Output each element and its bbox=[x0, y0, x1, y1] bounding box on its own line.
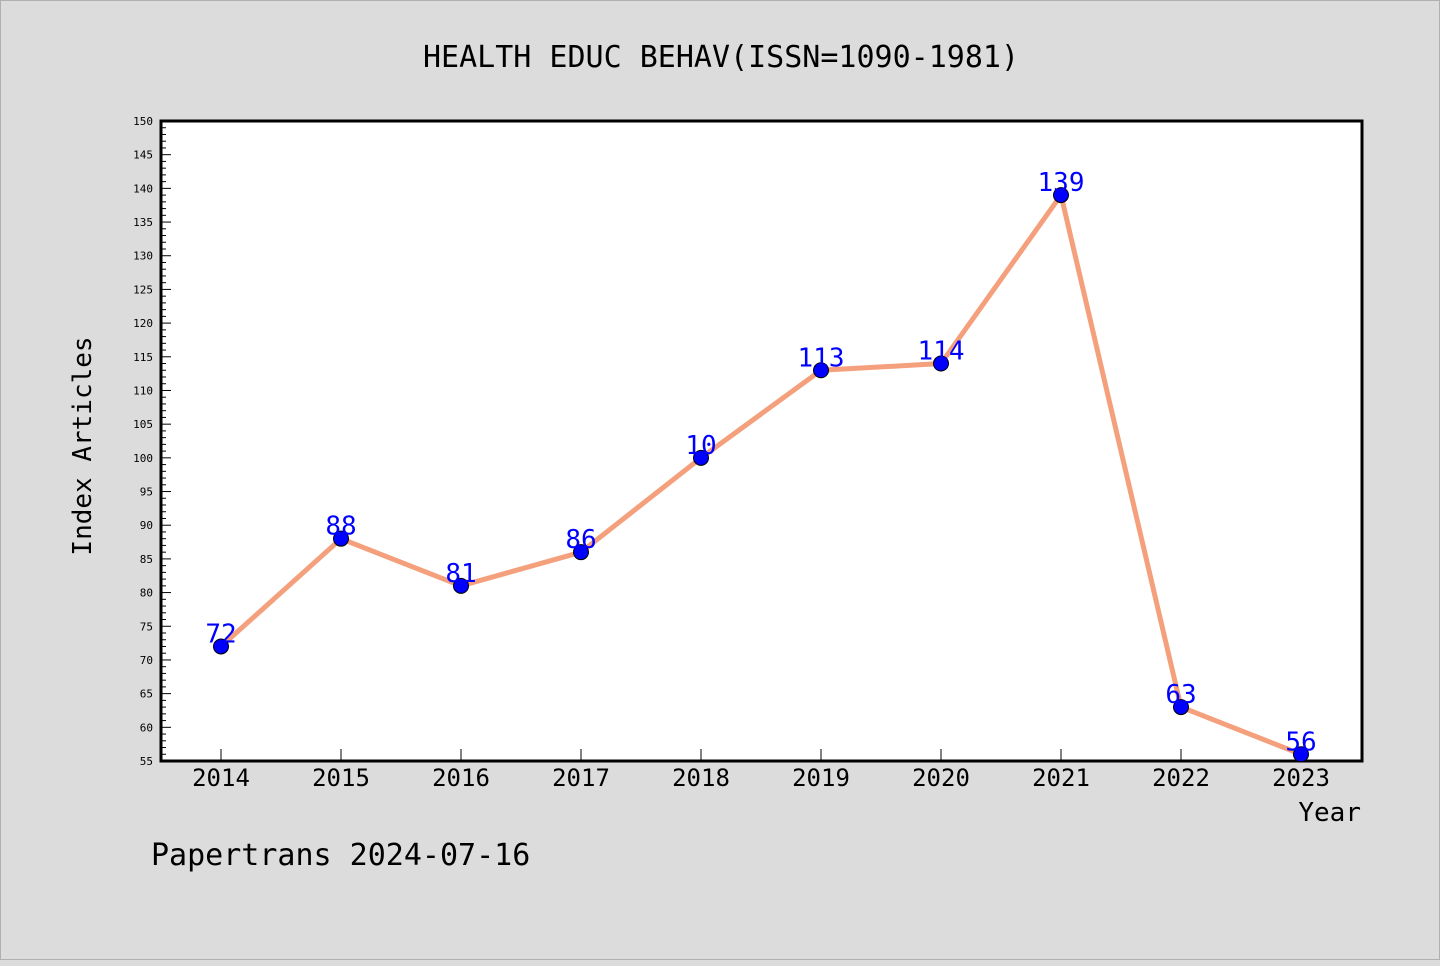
y-tick-label: 135 bbox=[133, 216, 153, 229]
data-label: 56 bbox=[1285, 727, 1316, 757]
plot-area bbox=[159, 119, 1364, 763]
data-point bbox=[213, 638, 229, 655]
data-label: 63 bbox=[1165, 680, 1196, 710]
x-tick-label: 2016 bbox=[432, 764, 490, 792]
data-point bbox=[333, 530, 349, 547]
y-tick-label: 60 bbox=[140, 721, 153, 734]
x-tick-label: 2015 bbox=[312, 764, 370, 792]
x-tick-label: 2021 bbox=[1032, 764, 1090, 792]
data-point bbox=[813, 362, 829, 379]
x-tick-label: 2020 bbox=[912, 764, 970, 792]
x-tick-label: 2018 bbox=[672, 764, 730, 792]
y-tick-label: 150 bbox=[133, 115, 153, 128]
y-tick-label: 140 bbox=[133, 182, 153, 195]
y-tick-label: 70 bbox=[140, 654, 153, 667]
y-tick-label: 55 bbox=[140, 755, 153, 768]
data-labels: 72 88 81 86 10 113 114 139 63 56 bbox=[205, 168, 1316, 757]
data-point bbox=[693, 449, 709, 466]
y-tick-label: 95 bbox=[140, 486, 153, 499]
x-tick-label: 2023 bbox=[1272, 764, 1330, 792]
x-axis-label: Year bbox=[1298, 798, 1361, 828]
chart-title: HEALTH EDUC BEHAV(ISSN=1090-1981) bbox=[423, 40, 1019, 75]
y-tick-label: 105 bbox=[133, 418, 153, 431]
x-tick-label: 2019 bbox=[792, 764, 850, 792]
data-label: 81 bbox=[445, 559, 476, 589]
y-tick-label: 120 bbox=[133, 317, 153, 330]
series-line bbox=[218, 192, 1304, 757]
footer-text: Papertrans 2024-07-16 bbox=[151, 838, 530, 873]
x-tick-label: 2017 bbox=[552, 764, 610, 792]
y-tick-label: 80 bbox=[140, 587, 153, 600]
data-label: 72 bbox=[205, 619, 236, 649]
x-tick-label: 2022 bbox=[1152, 764, 1210, 792]
data-point bbox=[453, 577, 469, 594]
data-point bbox=[933, 355, 949, 372]
data-point bbox=[1173, 699, 1189, 716]
y-tick-label: 90 bbox=[140, 519, 153, 532]
y-tick-label: 100 bbox=[133, 452, 153, 465]
data-label: 139 bbox=[1038, 168, 1085, 198]
y-tick-label: 85 bbox=[140, 553, 153, 566]
y-tick-label: 115 bbox=[133, 351, 153, 364]
y-tick-label: 110 bbox=[133, 384, 153, 397]
data-label: 88 bbox=[325, 512, 356, 542]
data-label: 114 bbox=[918, 337, 965, 367]
y-tick-label: 75 bbox=[140, 620, 153, 633]
data-label: 10 bbox=[685, 431, 716, 461]
series-markers bbox=[213, 187, 1309, 763]
x-axis: 2014 2015 2016 2017 2018 2019 2020 2021 2022 2023 bbox=[192, 749, 1330, 792]
y-axis: 55 60 65 70 75 80 85 90 95 100 105 110 115 120 125 130 1… bbox=[133, 115, 171, 768]
data-label: 113 bbox=[798, 343, 845, 373]
y-tick-label: 145 bbox=[133, 149, 153, 162]
y-axis-label: Index Articles bbox=[68, 336, 98, 555]
data-label: 86 bbox=[565, 525, 596, 555]
data-point bbox=[1053, 187, 1069, 204]
data-point bbox=[1293, 746, 1309, 763]
y-tick-label: 65 bbox=[140, 688, 153, 701]
y-tick-label: 130 bbox=[133, 250, 153, 263]
x-tick-label: 2014 bbox=[192, 764, 250, 792]
y-tick-label: 125 bbox=[133, 283, 153, 296]
data-point bbox=[573, 544, 589, 561]
